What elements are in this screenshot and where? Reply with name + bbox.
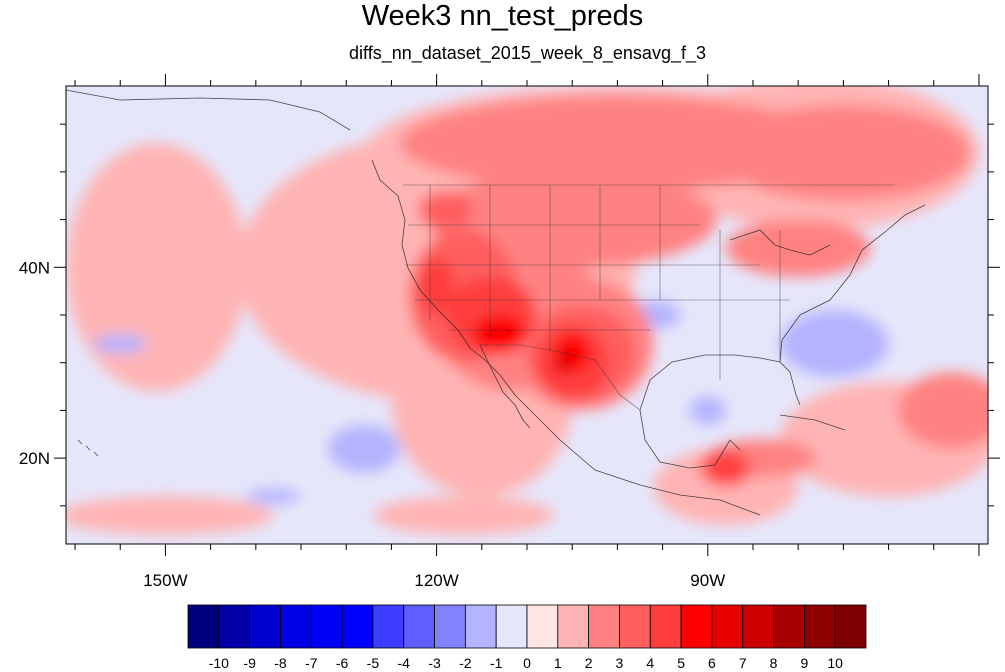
anomaly-region (707, 453, 744, 482)
colorbar: -10 -9 -8 -7 -6 -5 -4 -3 -2 -1 0 1 2 3 4 5 6 7 8 9 10 (187, 604, 867, 671)
colorbar-label: -2 (459, 655, 472, 671)
anomaly-region (246, 488, 302, 504)
colorbar-label: 10 (827, 655, 843, 671)
colorbar-label: 4 (646, 655, 654, 671)
colorbar-label: 9 (800, 655, 808, 671)
anomaly-region (897, 372, 988, 449)
colorbar-swatch (557, 604, 590, 649)
colorbar-label: 2 (585, 655, 593, 671)
colorbar-label: 6 (708, 655, 716, 671)
lat-tick-label: 40N (19, 258, 50, 277)
colorbar-label: -7 (305, 655, 318, 671)
colorbar-swatch (249, 604, 281, 649)
colorbar-label: 8 (770, 655, 778, 671)
colorbar-swatch (218, 604, 251, 649)
colorbar-swatch (834, 604, 867, 649)
colorbar-swatch (434, 604, 466, 649)
colorbar-swatch (680, 604, 713, 649)
page-subtitle: diffs_nn_dataset_2015_week_8_ensavg_f_3 (349, 43, 706, 63)
anomaly-region (780, 310, 889, 378)
colorbar-label: 5 (677, 655, 685, 671)
anomaly-region (552, 351, 575, 375)
lon-tick-label: 120W (414, 571, 458, 590)
colorbar-label: -1 (490, 655, 503, 671)
colorbar-swatch (588, 604, 620, 649)
colorbar-swatch (742, 604, 774, 649)
anomaly-region (328, 424, 401, 473)
lat-tick-label: 20N (19, 449, 50, 468)
colorbar-swatch (187, 604, 220, 649)
anomaly-region (689, 396, 726, 425)
colorbar-swatch (464, 604, 497, 649)
colorbar-label: 7 (739, 655, 747, 671)
anomaly-region (418, 257, 455, 315)
colorbar-label: -8 (274, 655, 287, 671)
colorbar-label: -5 (367, 655, 380, 671)
colorbar-label: -6 (336, 655, 349, 671)
colorbar-swatch (403, 604, 435, 649)
colorbar-swatch (495, 604, 528, 649)
anomaly-region (716, 105, 970, 201)
lon-tick-label: 90W (690, 571, 725, 590)
anomaly-region (66, 496, 274, 535)
colorbar-label: 0 (523, 655, 531, 671)
anomaly-region (418, 190, 473, 230)
anomaly-region (373, 496, 555, 535)
axis-ticks: 150W 120W 90W 40N 20N (19, 74, 1000, 590)
colorbar-label: 1 (554, 655, 562, 671)
colorbar-label: -10 (209, 655, 229, 671)
colorbar-swatch (773, 604, 805, 649)
colorbar-swatch (310, 604, 343, 649)
anomaly-region (93, 334, 148, 354)
colorbar-label: -9 (243, 655, 256, 671)
colorbar-swatch (649, 604, 682, 649)
colorbar-label: -3 (428, 655, 441, 671)
anomaly-region (472, 315, 527, 354)
colorbar-swatch (711, 604, 744, 649)
page-title: Week3 nn_test_preds (361, 0, 644, 32)
colorbar-swatch (280, 604, 312, 649)
colorbar-label: 3 (616, 655, 624, 671)
colorbar-swatch (372, 604, 405, 649)
state-borders (403, 184, 895, 411)
colorbar-label: -4 (398, 655, 411, 671)
anomaly-region (725, 219, 871, 277)
colorbar-swatch (341, 604, 374, 649)
anomaly-field (66, 86, 988, 535)
lon-tick-label: 150W (143, 571, 187, 590)
colorbar-swatch (803, 604, 836, 649)
anomaly-region (66, 143, 247, 392)
colorbar-swatch (526, 604, 559, 649)
colorbar-swatch (619, 604, 651, 649)
